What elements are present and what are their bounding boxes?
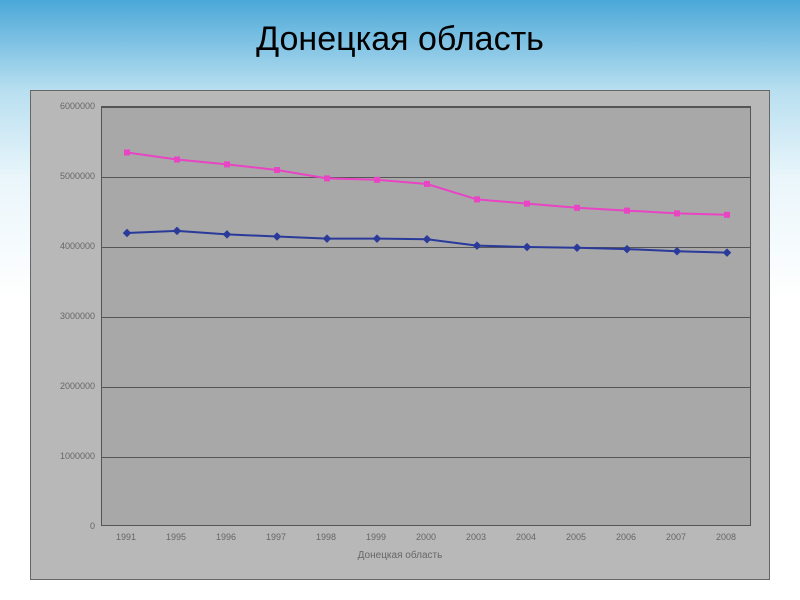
series-marker [673, 247, 681, 255]
x-tick-label: 1995 [166, 532, 186, 542]
x-tick-label: 2004 [516, 532, 536, 542]
y-tick-label: 1000000 [31, 451, 95, 461]
series-marker [323, 234, 331, 242]
x-tick-label: 2005 [566, 532, 586, 542]
series-marker [373, 234, 381, 242]
series-marker [423, 235, 431, 243]
series-marker [174, 157, 180, 163]
series-marker [474, 196, 480, 202]
y-tick-label: 6000000 [31, 101, 95, 111]
y-tick-label: 4000000 [31, 241, 95, 251]
chart-svg [102, 107, 752, 527]
slide-background: Донецкая область 0 1000000 2000000 3000000 4… [0, 0, 800, 600]
x-tick-label: 2003 [466, 532, 486, 542]
series-marker [224, 161, 230, 167]
series-marker [623, 245, 631, 253]
series-marker [473, 241, 481, 249]
plot-area [101, 106, 751, 526]
series-marker [724, 212, 730, 218]
x-tick-label: 1991 [116, 532, 136, 542]
x-tick-label: 1997 [266, 532, 286, 542]
y-tick-label: 5000000 [31, 171, 95, 181]
series-marker [523, 243, 531, 251]
series-marker [574, 205, 580, 211]
y-tick-label: 0 [31, 521, 95, 531]
x-tick-label: 2006 [616, 532, 636, 542]
series-marker [223, 230, 231, 238]
x-tick-label: 1998 [316, 532, 336, 542]
series-marker [573, 243, 581, 251]
series-marker [124, 150, 130, 156]
series-marker [273, 232, 281, 240]
series-marker [173, 227, 181, 235]
x-tick-label: 2007 [666, 532, 686, 542]
series-marker [374, 177, 380, 183]
series-marker [674, 210, 680, 216]
x-tick-label: 1996 [216, 532, 236, 542]
series-marker [424, 181, 430, 187]
x-tick-label: 1999 [366, 532, 386, 542]
series-marker [324, 175, 330, 181]
series-marker [274, 167, 280, 173]
chart-container: 0 1000000 2000000 3000000 4000000 5000000 6000… [30, 90, 770, 580]
x-axis-title: Донецкая область [31, 550, 769, 561]
slide-title: Донецкая область [0, 20, 800, 59]
x-tick-label: 2008 [716, 532, 736, 542]
x-tick-label: 2000 [416, 532, 436, 542]
series-marker [723, 248, 731, 256]
series-marker [524, 201, 530, 207]
series-marker [624, 208, 630, 214]
y-tick-label: 3000000 [31, 311, 95, 321]
y-tick-label: 2000000 [31, 381, 95, 391]
series-marker [123, 229, 131, 237]
